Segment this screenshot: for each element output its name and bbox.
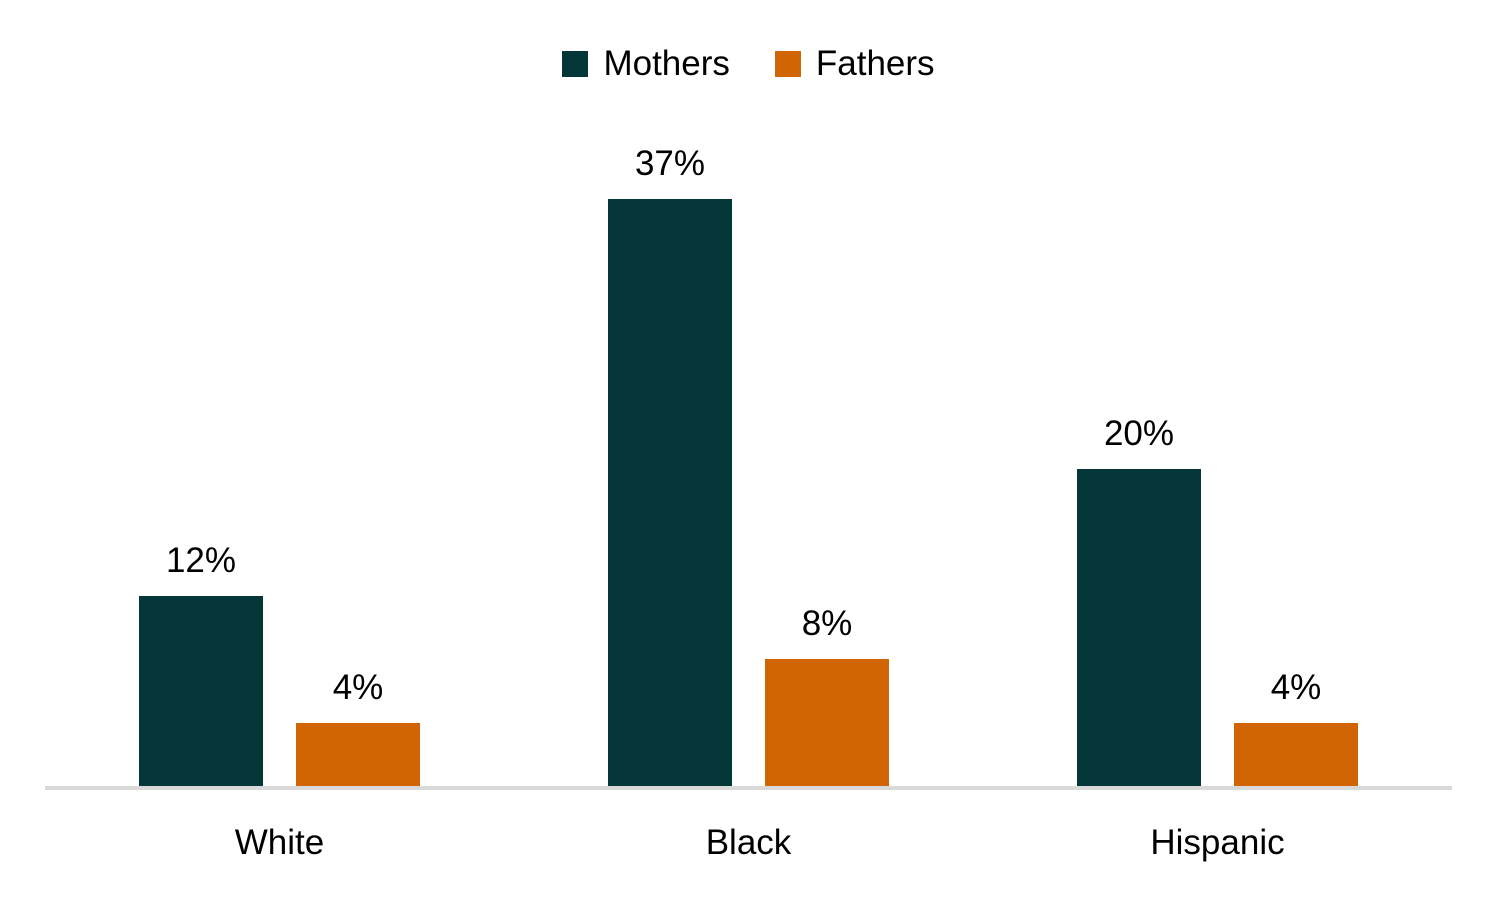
bar-group-hispanic: 20% 4% (983, 145, 1452, 786)
bar-mothers-hispanic (1077, 469, 1201, 786)
chart-legend: Mothers Fathers (0, 44, 1497, 84)
bar-mothers-white (139, 596, 263, 786)
data-label: 4% (332, 667, 384, 707)
bar-column-mothers-hispanic: 20% (1077, 413, 1201, 786)
bar-group-black: 37% 8% (514, 143, 983, 786)
data-label: 37% (634, 143, 706, 183)
bar-column-mothers-white: 12% (139, 540, 263, 786)
legend-label: Mothers (603, 44, 730, 83)
bar-column-fathers-white: 4% (296, 667, 420, 786)
legend-item-mothers: Mothers (562, 44, 730, 84)
bar-fathers-white (296, 723, 420, 786)
plot-area: 12% 4% 37% 8% 20% 4% (45, 143, 1452, 786)
legend-label: Fathers (815, 44, 935, 83)
bar-column-mothers-black: 37% (608, 143, 732, 786)
data-label: 8% (801, 603, 853, 643)
category-label-white: White (234, 823, 325, 862)
x-axis-line (45, 786, 1452, 790)
bar-group-white: 12% 4% (45, 145, 514, 786)
category-label-hispanic: Hispanic (1150, 823, 1285, 862)
bar-column-fathers-hispanic: 4% (1234, 667, 1358, 786)
legend-swatch-icon (774, 51, 801, 78)
bar-fathers-hispanic (1234, 723, 1358, 786)
x-axis-labels: White Black Hispanic (45, 820, 1452, 866)
bar-mothers-black (608, 199, 732, 786)
data-label: 20% (1103, 413, 1175, 453)
bar-column-fathers-black: 8% (765, 603, 889, 786)
legend-item-fathers: Fathers (774, 44, 935, 84)
data-label: 4% (1270, 667, 1322, 707)
bar-fathers-black (765, 659, 889, 786)
legend-swatch-icon (562, 51, 589, 78)
category-label-black: Black (705, 823, 792, 862)
data-label: 12% (165, 540, 237, 580)
